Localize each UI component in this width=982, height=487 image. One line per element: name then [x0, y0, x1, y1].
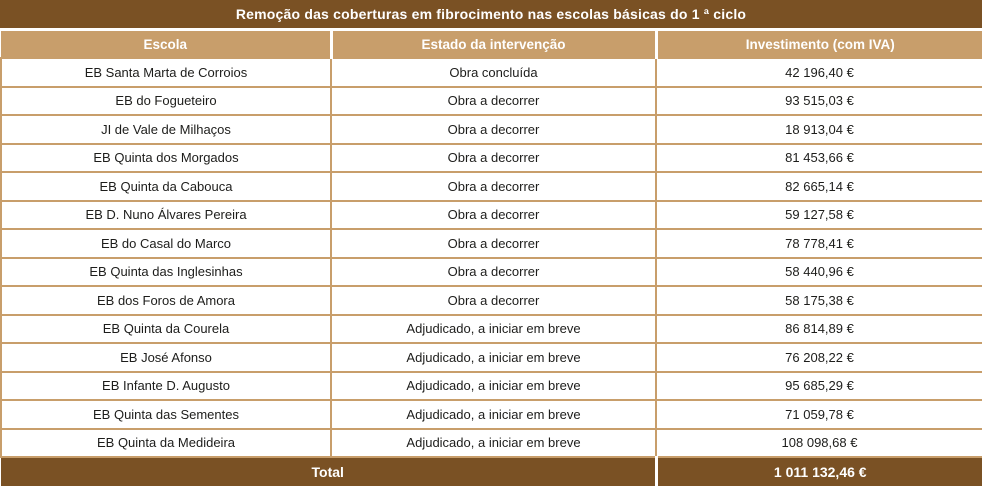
investment-cell: 93 515,03 €	[655, 85, 982, 116]
investment-cell: 42 196,40 €	[655, 57, 982, 88]
investment-cell: 59 127,58 €	[655, 199, 982, 230]
table-row: EB do Casal do Marco Obra a decorrer 78 …	[0, 228, 982, 259]
status-cell: Adjudicado, a iniciar em breve	[330, 313, 657, 344]
investment-cell: 95 685,29 €	[655, 370, 982, 401]
total-value: 1 011 132,46 €	[654, 457, 982, 486]
investment-cell: 108 098,68 €	[655, 427, 982, 458]
total-label: Total	[1, 457, 656, 486]
investment-cell: 58 440,96 €	[655, 256, 982, 287]
status-cell: Adjudicado, a iniciar em breve	[330, 342, 657, 373]
investment-cell: 82 665,14 €	[655, 171, 982, 202]
table-row: EB Santa Marta de Corroios Obra concluíd…	[0, 57, 982, 88]
status-cell: Obra a decorrer	[330, 256, 657, 287]
status-cell: Obra a decorrer	[330, 228, 657, 259]
table-row: EB Quinta da Cabouca Obra a decorrer 82 …	[0, 171, 982, 202]
table-header: Escola Estado da intervenção Investiment…	[1, 31, 982, 58]
school-cell: EB do Fogueteiro	[0, 85, 332, 116]
investment-cell: 58 175,38 €	[655, 285, 982, 316]
school-cell: EB Quinta das Sementes	[0, 399, 332, 430]
school-cell: EB Quinta das Inglesinhas	[0, 256, 332, 287]
investment-cell: 86 814,89 €	[655, 313, 982, 344]
investment-cell: 18 913,04 €	[655, 114, 982, 145]
header-row: Escola Estado da intervenção Investiment…	[1, 31, 982, 58]
status-cell: Adjudicado, a iniciar em breve	[330, 370, 657, 401]
status-cell: Obra a decorrer	[330, 114, 657, 145]
school-cell: EB Quinta da Cabouca	[0, 171, 332, 202]
table-title: Remoção das coberturas em fibrocimento n…	[0, 0, 982, 28]
school-cell: EB Quinta dos Morgados	[0, 142, 332, 173]
school-cell: EB Quinta da Courela	[0, 313, 332, 344]
table-footer: Total 1 011 132,46 €	[1, 457, 982, 486]
schools-table: Escola Estado da intervenção Investiment…	[0, 31, 982, 486]
total-row: Total 1 011 132,46 €	[1, 457, 982, 486]
investment-cell: 78 778,41 €	[655, 228, 982, 259]
column-header-escola: Escola	[1, 31, 331, 58]
school-cell: EB Santa Marta de Corroios	[0, 57, 332, 88]
status-cell: Obra concluída	[330, 57, 657, 88]
status-cell: Adjudicado, a iniciar em breve	[330, 399, 657, 430]
school-cell: EB do Casal do Marco	[0, 228, 332, 259]
status-cell: Adjudicado, a iniciar em breve	[330, 427, 657, 458]
table-row: EB Quinta das Sementes Adjudicado, a ini…	[0, 399, 982, 430]
investment-cell: 76 208,22 €	[655, 342, 982, 373]
school-cell: EB Infante D. Augusto	[0, 370, 332, 401]
table-row: EB Quinta da Courela Adjudicado, a inici…	[0, 313, 982, 344]
table-row: EB do Fogueteiro Obra a decorrer 93 515,…	[0, 85, 982, 116]
status-cell: Obra a decorrer	[330, 171, 657, 202]
school-cell: EB Quinta da Medideira	[0, 427, 332, 458]
table-row: EB Quinta das Inglesinhas Obra a decorre…	[0, 256, 982, 287]
table-row: JI de Vale de Milhaços Obra a decorrer 1…	[0, 114, 982, 145]
table-body: EB Santa Marta de Corroios Obra concluíd…	[0, 57, 982, 458]
investment-cell: 81 453,66 €	[655, 142, 982, 173]
table-row: EB Quinta da Medideira Adjudicado, a ini…	[0, 427, 982, 458]
school-cell: EB D. Nuno Álvares Pereira	[0, 199, 332, 230]
table-row: EB D. Nuno Álvares Pereira Obra a decorr…	[0, 199, 982, 230]
status-cell: Obra a decorrer	[330, 85, 657, 116]
table-row: EB Quinta dos Morgados Obra a decorrer 8…	[0, 142, 982, 173]
school-cell: JI de Vale de Milhaços	[0, 114, 332, 145]
table-row: EB Infante D. Augusto Adjudicado, a inic…	[0, 370, 982, 401]
status-cell: Obra a decorrer	[330, 285, 657, 316]
investment-cell: 71 059,78 €	[655, 399, 982, 430]
table-row: EB José Afonso Adjudicado, a iniciar em …	[0, 342, 982, 373]
status-cell: Obra a decorrer	[330, 142, 657, 173]
school-cell: EB dos Foros de Amora	[0, 285, 332, 316]
column-header-investimento: Investimento (com IVA)	[654, 31, 982, 58]
school-cell: EB José Afonso	[0, 342, 332, 373]
column-header-estado: Estado da intervenção	[329, 31, 656, 58]
table-row: EB dos Foros de Amora Obra a decorrer 58…	[0, 285, 982, 316]
status-cell: Obra a decorrer	[330, 199, 657, 230]
